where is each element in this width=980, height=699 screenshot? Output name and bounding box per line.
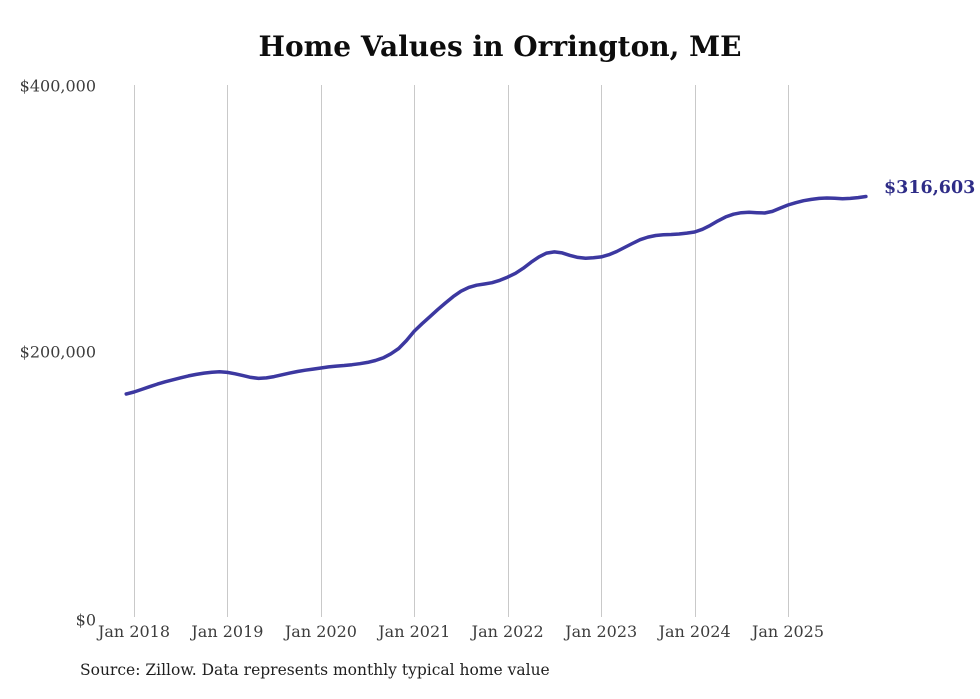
y-tick-label-400k: $400,000 bbox=[19, 76, 96, 96]
x-tick-label-jan-2023: Jan 2023 bbox=[565, 622, 638, 641]
gridlines bbox=[134, 85, 789, 617]
x-tick-label-jan-2020: Jan 2020 bbox=[284, 622, 357, 641]
latest-value-label: $316,603 bbox=[884, 178, 976, 198]
y-tick-label-200k: $200,000 bbox=[19, 342, 96, 362]
home-value-line bbox=[124, 194, 868, 396]
x-tick-label-jan-2021: Jan 2021 bbox=[378, 622, 451, 641]
chart-title: Home Values in Orrington, ME bbox=[258, 30, 742, 63]
x-tick-label-jan-2025: Jan 2025 bbox=[751, 622, 825, 641]
source-note: Source: Zillow. Data represents monthly … bbox=[80, 661, 550, 679]
x-tick-label-jan-2022: Jan 2022 bbox=[471, 622, 544, 641]
y-tick-label-0: $0 bbox=[75, 610, 96, 630]
x-tick-label-jan-2019: Jan 2019 bbox=[191, 622, 264, 641]
x-tick-label-jan-2018: Jan 2018 bbox=[97, 622, 171, 641]
x-tick-label-jan-2024: Jan 2024 bbox=[658, 622, 731, 641]
